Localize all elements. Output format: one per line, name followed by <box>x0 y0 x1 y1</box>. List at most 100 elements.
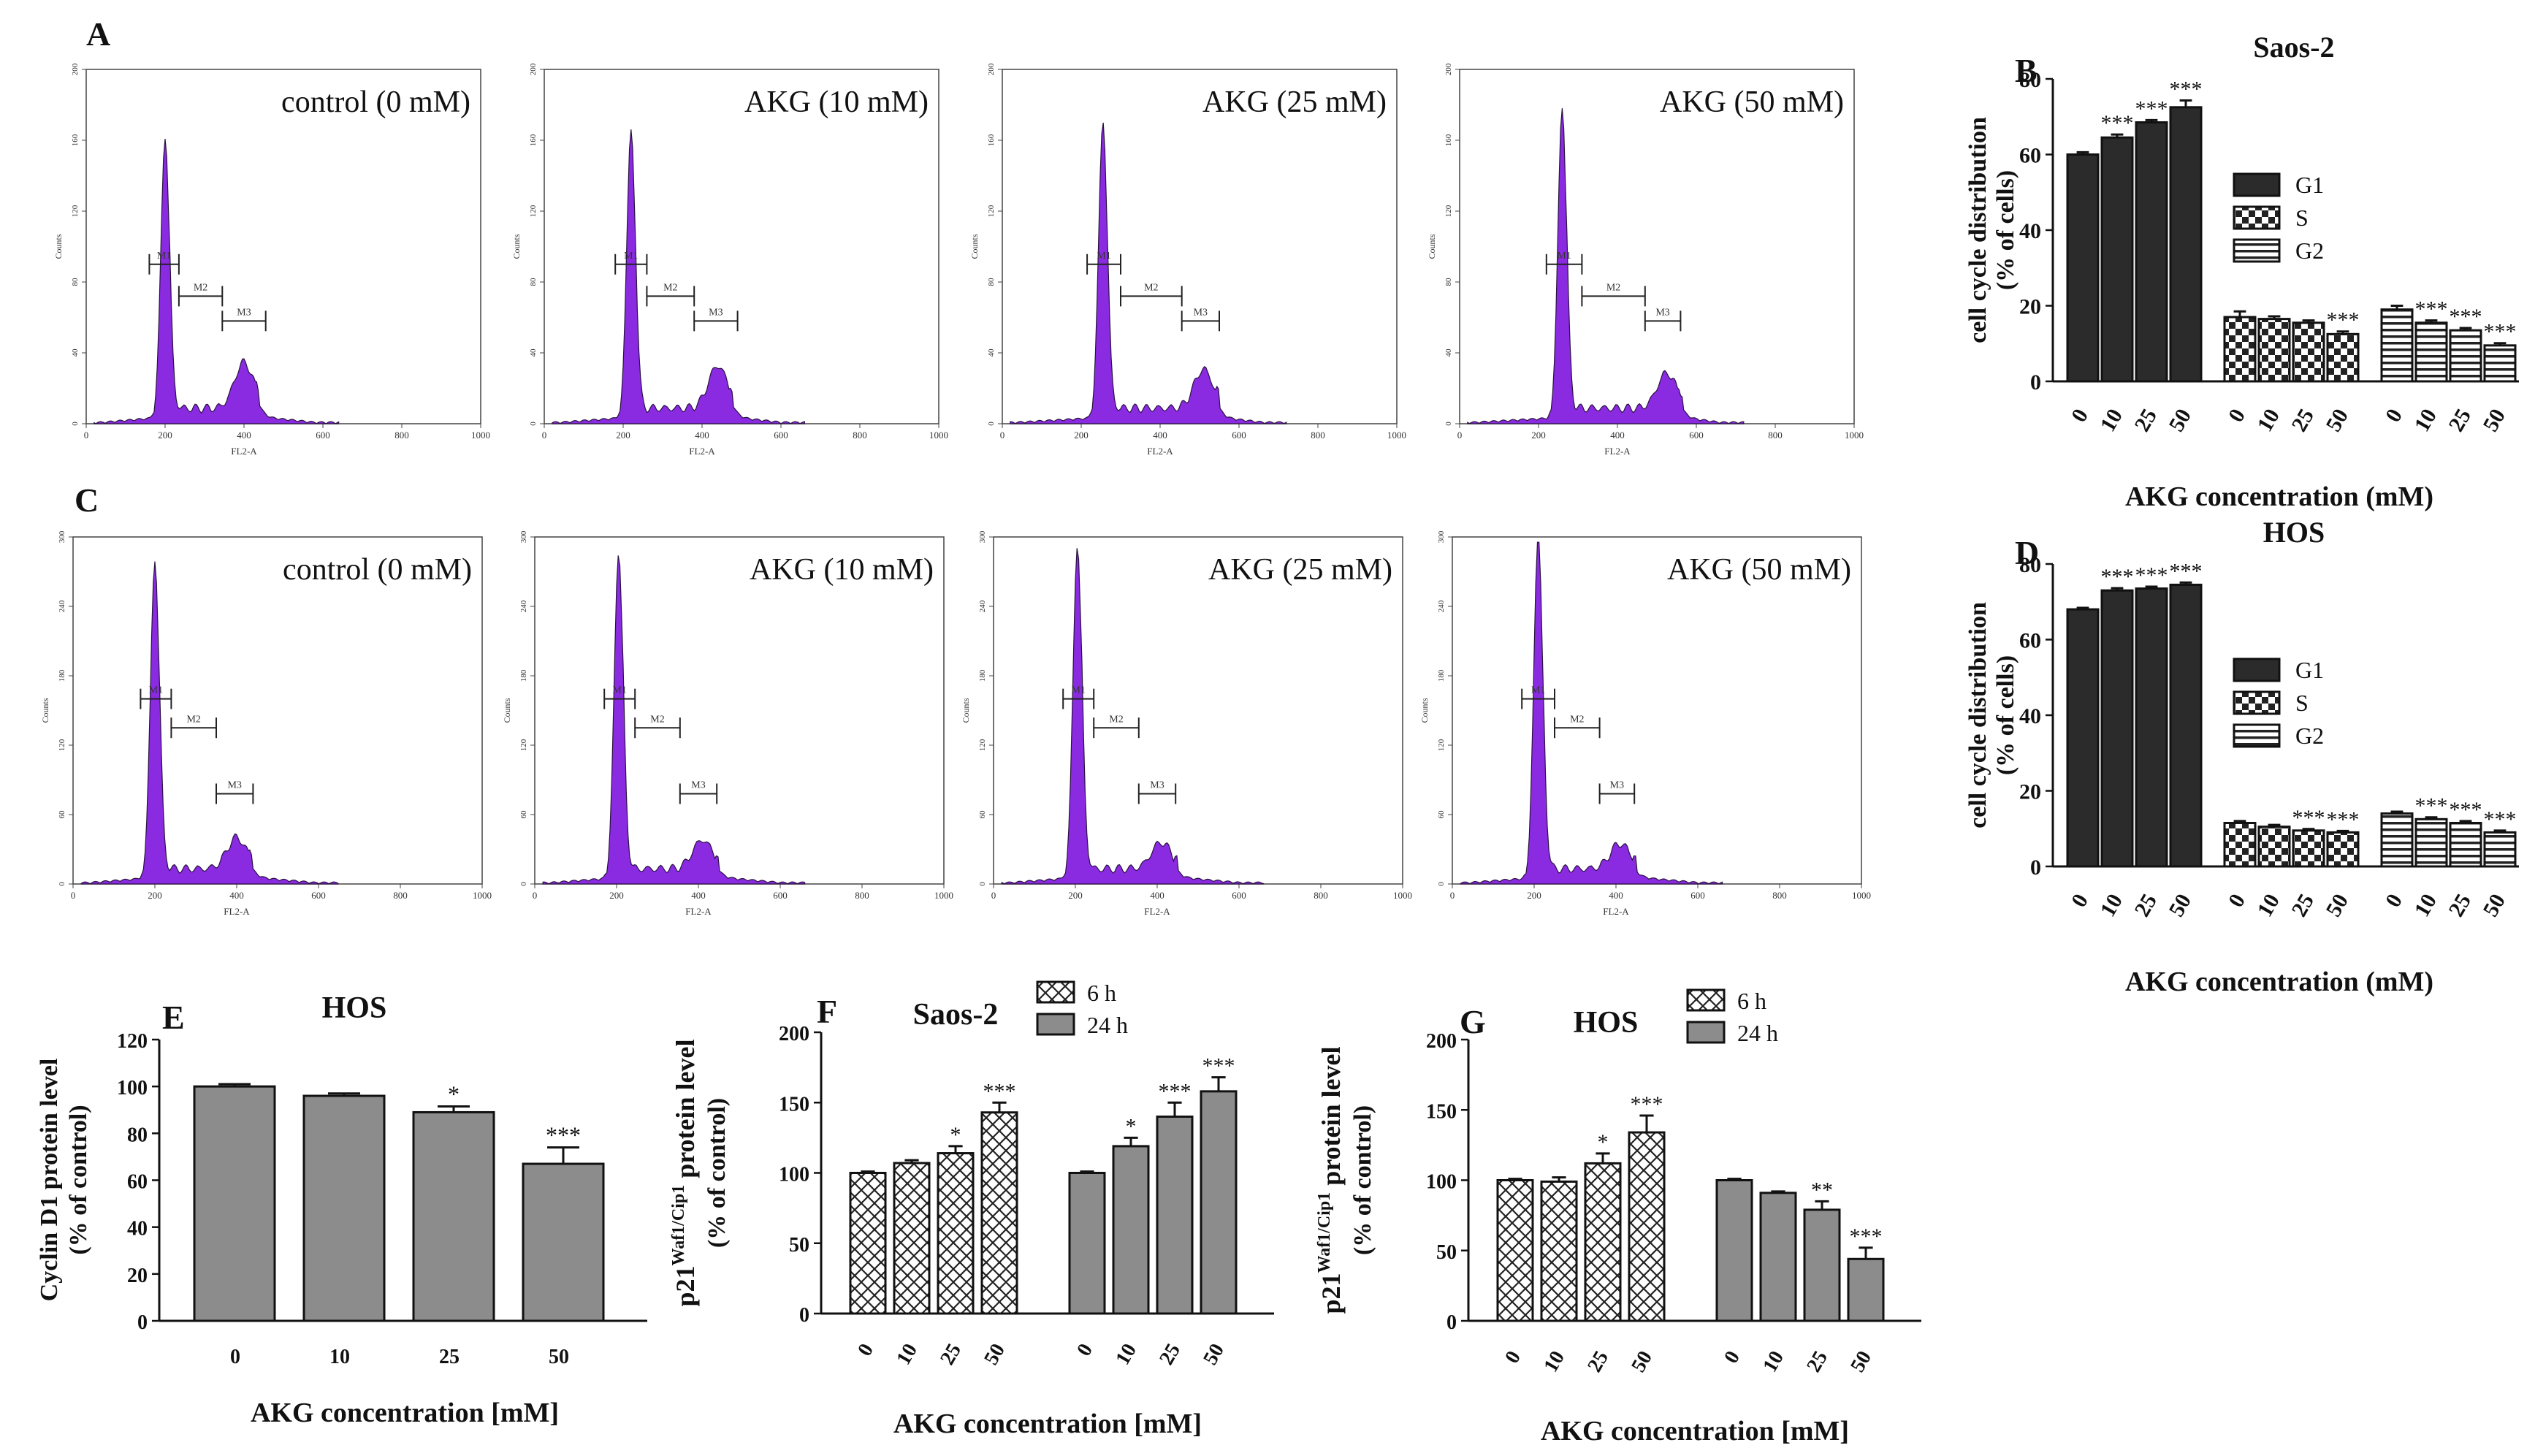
y-tick-label: 160 <box>71 134 80 146</box>
y-tick-label: 160 <box>529 134 538 146</box>
gate-marker-m2: M2 <box>1581 282 1646 307</box>
y-tick-label: 180 <box>978 669 987 682</box>
histogram-panel: 0 60 120 180 240 300 0 200 400 600 800 1000 Counts FL… <box>40 530 492 917</box>
y-tick-label: 200 <box>779 1023 809 1045</box>
x-tick-label: 600 <box>316 430 330 441</box>
category-label: 0 <box>1720 1347 1745 1368</box>
x-tick-label: 1000 <box>1852 890 1871 901</box>
bar-24-h <box>1715 1179 1753 1322</box>
chart-title: Saos-2 <box>2253 31 2334 64</box>
gate-marker-m2: M2 <box>178 282 224 307</box>
significance-label: * <box>1126 1114 1137 1138</box>
x-axis-label: FL2-A <box>689 446 715 457</box>
y-tick-label: 0 <box>1437 882 1446 886</box>
category-label: 10 <box>1539 1347 1569 1376</box>
panel-letter-f: F <box>817 993 837 1030</box>
gate-marker-m3: M3 <box>693 307 739 332</box>
y-tick-label: 240 <box>978 600 987 612</box>
histogram-condition-label: AKG (50 mM) <box>1667 553 1851 587</box>
category-label: 50 <box>2321 405 2353 435</box>
y-tick-label: 0 <box>978 882 987 886</box>
category-label: 0 <box>853 1340 878 1360</box>
gate-marker-m3: M3 <box>1644 307 1682 332</box>
x-tick-label: 400 <box>1150 890 1164 901</box>
bar-6-h <box>1496 1179 1534 1322</box>
dna-histogram-area <box>552 129 805 424</box>
significance-label: *** <box>2484 807 2517 831</box>
bar-24-h <box>1112 1145 1150 1315</box>
x-tick-label: 1000 <box>934 890 953 901</box>
y-axis-label: Counts <box>969 234 980 259</box>
gate-marker-m1: M1 <box>1521 685 1555 709</box>
y-tick-label: 40 <box>987 348 996 357</box>
y-tick-label: 150 <box>1426 1100 1457 1123</box>
y-tick-label: 60 <box>1437 810 1446 819</box>
significance-label: *** <box>2415 794 2448 818</box>
gate-label: M2 <box>650 714 664 725</box>
bar-s <box>2326 332 2360 383</box>
y-tick-label: 160 <box>1444 134 1453 146</box>
y-tick-label: 120 <box>117 1030 148 1053</box>
category-label: 0 <box>1501 1347 1525 1368</box>
significance-label: *** <box>2450 305 2482 329</box>
y-tick-label: 80 <box>1444 278 1453 286</box>
bar-g1 <box>2169 106 2203 383</box>
category-label: 50 <box>1846 1347 1876 1376</box>
y-tick-label: 300 <box>978 530 987 543</box>
panel-letter-c: C <box>75 481 99 519</box>
gate-marker-m2: M2 <box>1554 714 1601 739</box>
bar-6-h <box>1628 1131 1666 1322</box>
x-tick-label: 800 <box>393 890 408 901</box>
chart-title: HOS <box>322 991 387 1025</box>
category-label: 50 <box>549 1346 569 1368</box>
histogram-frame <box>85 69 481 424</box>
y-tick-label: 50 <box>1436 1241 1457 1264</box>
gate-marker-m3: M3 <box>679 780 718 804</box>
gate-marker-m1: M1 <box>603 685 636 709</box>
bar-6-h <box>893 1162 931 1315</box>
y-axis-label: Counts <box>1427 234 1437 259</box>
x-axis-label: FL2-A <box>1604 446 1631 457</box>
category-label: 10 <box>892 1340 922 1369</box>
legend-swatch <box>2233 723 2281 748</box>
y-tick-label: 60 <box>127 1171 148 1194</box>
category-label: 25 <box>1802 1347 1832 1376</box>
y-tick-label: 200 <box>529 63 538 75</box>
y-tick-label: 80 <box>987 278 996 286</box>
y-tick-label: 120 <box>987 205 996 217</box>
panel-letter-d: D <box>2015 534 2039 571</box>
category-label: 25 <box>2130 890 2162 921</box>
y-tick-label: 120 <box>58 739 66 751</box>
x-axis-label: FL2-A <box>224 906 250 917</box>
category-label: 10 <box>2252 890 2284 921</box>
y-tick-label: 0 <box>137 1311 148 1334</box>
y-axis-label: cell cycle distribution <box>1964 117 1991 343</box>
category-label: 10 <box>1111 1340 1141 1369</box>
y-tick-label: 240 <box>519 600 528 612</box>
significance-label: * <box>950 1123 961 1147</box>
chart-title: HOS <box>1574 1006 1639 1040</box>
category-label: 0 <box>2224 890 2250 911</box>
bar-cyclin-d1 <box>193 1085 276 1322</box>
gate-label: M3 <box>1150 780 1164 791</box>
bar-chart-e: 0 20 40 60 80 100 120 0 10 * 25 *** 50 HOS AKG concent… <box>36 991 647 1428</box>
category-label: 0 <box>2067 405 2093 426</box>
y-axis-label: (% of control) <box>65 1105 92 1254</box>
histogram-condition-label: AKG (50 mM) <box>1660 85 1844 119</box>
category-label: 10 <box>2095 405 2127 435</box>
gate-marker-m3: M3 <box>1137 780 1177 804</box>
x-axis-label: FL2-A <box>1147 446 1173 457</box>
x-tick-label: 400 <box>237 430 251 441</box>
legend-label: G1 <box>2295 172 2324 198</box>
significance-label: *** <box>1159 1079 1192 1103</box>
y-tick-label: 20 <box>2019 295 2041 319</box>
bar-24-h <box>1200 1090 1238 1315</box>
legend-label: 24 h <box>1737 1020 1778 1046</box>
x-tick-label: 1000 <box>1387 430 1406 441</box>
histogram-condition-label: AKG (10 mM) <box>744 85 929 119</box>
bar-g2 <box>2414 817 2448 868</box>
y-tick-label: 200 <box>71 63 80 75</box>
